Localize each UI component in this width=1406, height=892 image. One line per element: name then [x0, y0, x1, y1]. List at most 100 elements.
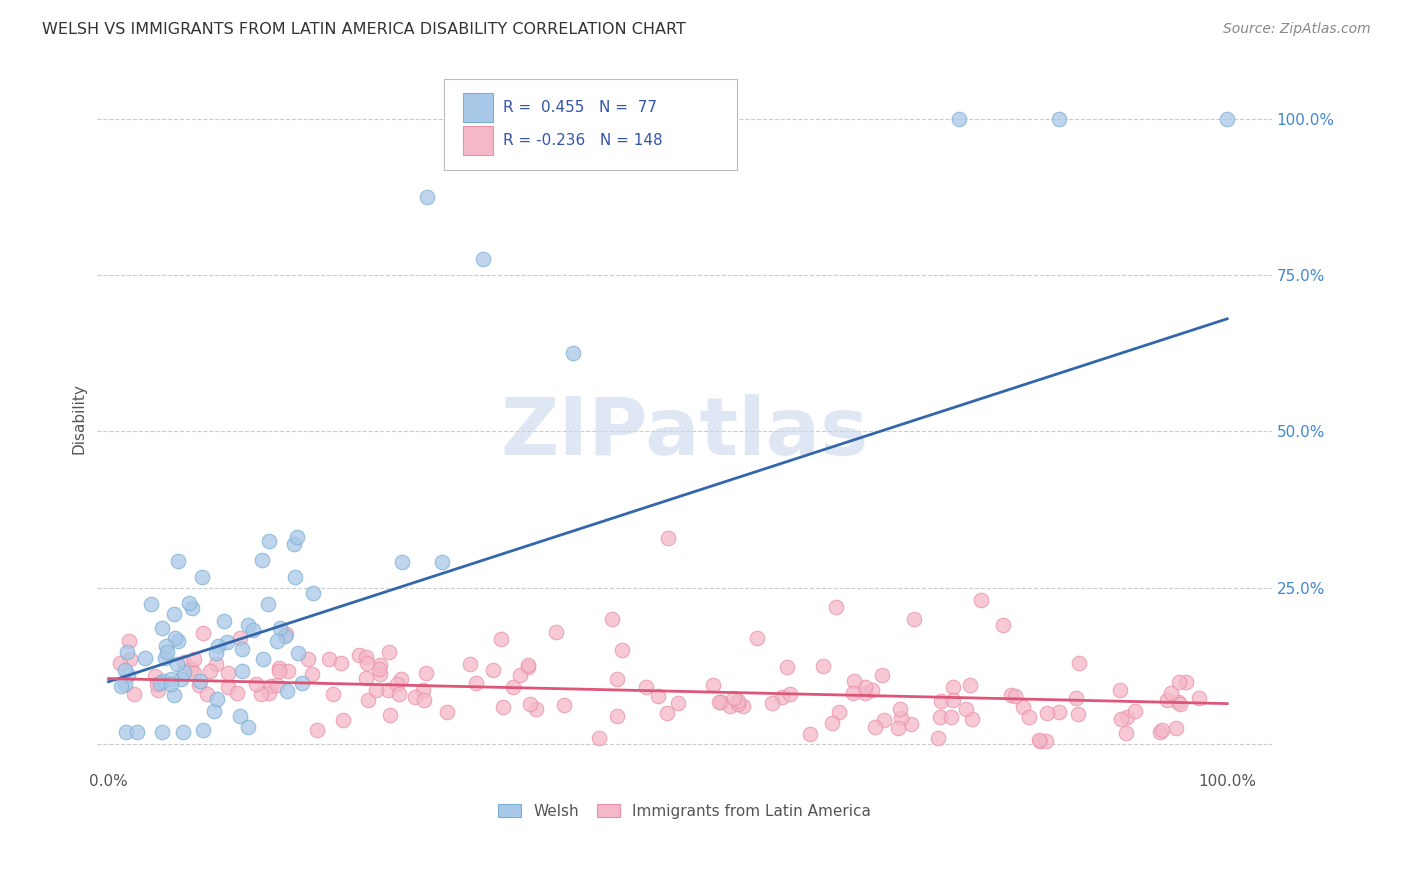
Point: [870, 668, 893, 682]
Text: Source: ZipAtlas.com: Source: ZipAtlas.com: [1223, 22, 1371, 37]
Point: [553, 698, 575, 712]
Point: [205, 692, 228, 706]
Point: [152, 673, 174, 688]
Text: R = -0.236   N = 148: R = -0.236 N = 148: [502, 133, 662, 148]
Point: [1109, 712, 1132, 726]
Point: [927, 731, 949, 745]
Point: [115, 724, 138, 739]
Point: [776, 660, 799, 674]
Point: [1115, 709, 1137, 723]
Point: [118, 634, 141, 648]
Point: [188, 678, 211, 692]
Point: [962, 713, 984, 727]
Y-axis label: Disability: Disability: [72, 384, 86, 454]
Point: [190, 673, 212, 688]
Point: [824, 599, 846, 614]
Point: [276, 683, 298, 698]
Point: [229, 709, 252, 723]
Point: [600, 612, 623, 626]
Point: [942, 692, 965, 706]
Point: [354, 671, 377, 685]
Point: [1028, 733, 1050, 747]
Point: [274, 629, 297, 643]
Point: [167, 634, 190, 648]
Point: [267, 664, 290, 678]
Point: [561, 346, 583, 360]
Point: [266, 633, 288, 648]
Point: [146, 683, 169, 698]
Point: [245, 677, 267, 691]
Point: [368, 666, 391, 681]
Point: [1004, 690, 1026, 704]
Point: [277, 664, 299, 678]
Point: [955, 701, 977, 715]
Point: [134, 650, 156, 665]
Point: [404, 690, 426, 704]
Point: [544, 624, 567, 639]
Point: [252, 652, 274, 666]
Point: [931, 694, 953, 708]
Point: [1123, 704, 1146, 718]
Point: [1064, 690, 1087, 705]
Point: [117, 668, 139, 682]
Point: [1047, 112, 1070, 126]
Point: [610, 643, 633, 657]
Point: [287, 646, 309, 660]
Point: [863, 721, 886, 735]
Point: [260, 679, 283, 693]
Point: [217, 634, 239, 648]
Point: [156, 645, 179, 659]
Point: [388, 687, 411, 701]
Point: [212, 614, 235, 628]
Point: [269, 621, 291, 635]
Point: [900, 717, 922, 731]
Point: [1000, 688, 1022, 702]
Point: [666, 696, 689, 710]
Point: [205, 657, 228, 672]
Point: [172, 724, 194, 739]
FancyBboxPatch shape: [444, 79, 738, 170]
Point: [118, 652, 141, 666]
Text: WELSH VS IMMIGRANTS FROM LATIN AMERICA DISABILITY CORRELATION CHART: WELSH VS IMMIGRANTS FROM LATIN AMERICA D…: [42, 22, 686, 37]
Point: [146, 677, 169, 691]
Point: [821, 716, 844, 731]
Point: [889, 702, 911, 716]
Point: [238, 720, 260, 734]
Point: [412, 683, 434, 698]
Point: [236, 617, 259, 632]
Point: [160, 672, 183, 686]
Point: [257, 597, 280, 611]
Point: [179, 596, 201, 610]
Point: [970, 593, 993, 607]
Point: [517, 660, 540, 674]
Point: [257, 533, 280, 548]
Point: [267, 661, 290, 675]
Point: [733, 699, 755, 714]
Point: [655, 706, 678, 720]
Point: [1035, 734, 1057, 748]
Point: [139, 597, 162, 611]
FancyBboxPatch shape: [463, 93, 494, 122]
Point: [347, 648, 370, 662]
Text: R =  0.455   N =  77: R = 0.455 N = 77: [502, 100, 657, 115]
Point: [993, 618, 1015, 632]
Point: [941, 710, 963, 724]
Point: [163, 688, 186, 702]
Point: [1168, 675, 1191, 690]
Point: [110, 679, 132, 693]
Point: [205, 646, 228, 660]
Point: [377, 682, 399, 697]
Point: [152, 724, 174, 739]
Point: [166, 657, 188, 671]
Point: [723, 691, 745, 706]
Point: [761, 696, 783, 710]
Point: [647, 690, 669, 704]
Point: [1115, 726, 1137, 740]
Point: [1164, 721, 1187, 735]
Point: [150, 621, 173, 635]
Point: [357, 692, 380, 706]
FancyBboxPatch shape: [463, 126, 494, 155]
Point: [1108, 682, 1130, 697]
Point: [727, 694, 749, 708]
Point: [1152, 723, 1174, 738]
